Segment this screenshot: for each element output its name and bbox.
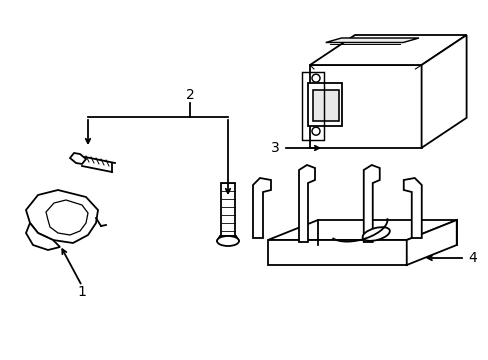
Polygon shape: [325, 38, 418, 42]
Polygon shape: [70, 153, 86, 164]
Polygon shape: [221, 183, 235, 236]
Text: 4: 4: [467, 251, 476, 265]
Circle shape: [311, 74, 319, 82]
Polygon shape: [421, 35, 466, 148]
Polygon shape: [307, 83, 341, 126]
Text: 2: 2: [185, 88, 194, 102]
Polygon shape: [309, 65, 421, 148]
Polygon shape: [26, 223, 60, 250]
Polygon shape: [309, 35, 466, 65]
Text: 3: 3: [271, 141, 280, 155]
Circle shape: [311, 127, 319, 135]
Polygon shape: [267, 220, 456, 240]
Polygon shape: [252, 178, 270, 238]
Ellipse shape: [362, 227, 389, 241]
Polygon shape: [406, 220, 456, 265]
Polygon shape: [403, 178, 421, 238]
Polygon shape: [267, 240, 406, 265]
Polygon shape: [298, 165, 314, 242]
Polygon shape: [217, 236, 239, 241]
Polygon shape: [363, 165, 379, 242]
Polygon shape: [312, 90, 338, 121]
Text: 1: 1: [78, 285, 86, 299]
Ellipse shape: [217, 236, 239, 246]
Polygon shape: [26, 190, 98, 243]
